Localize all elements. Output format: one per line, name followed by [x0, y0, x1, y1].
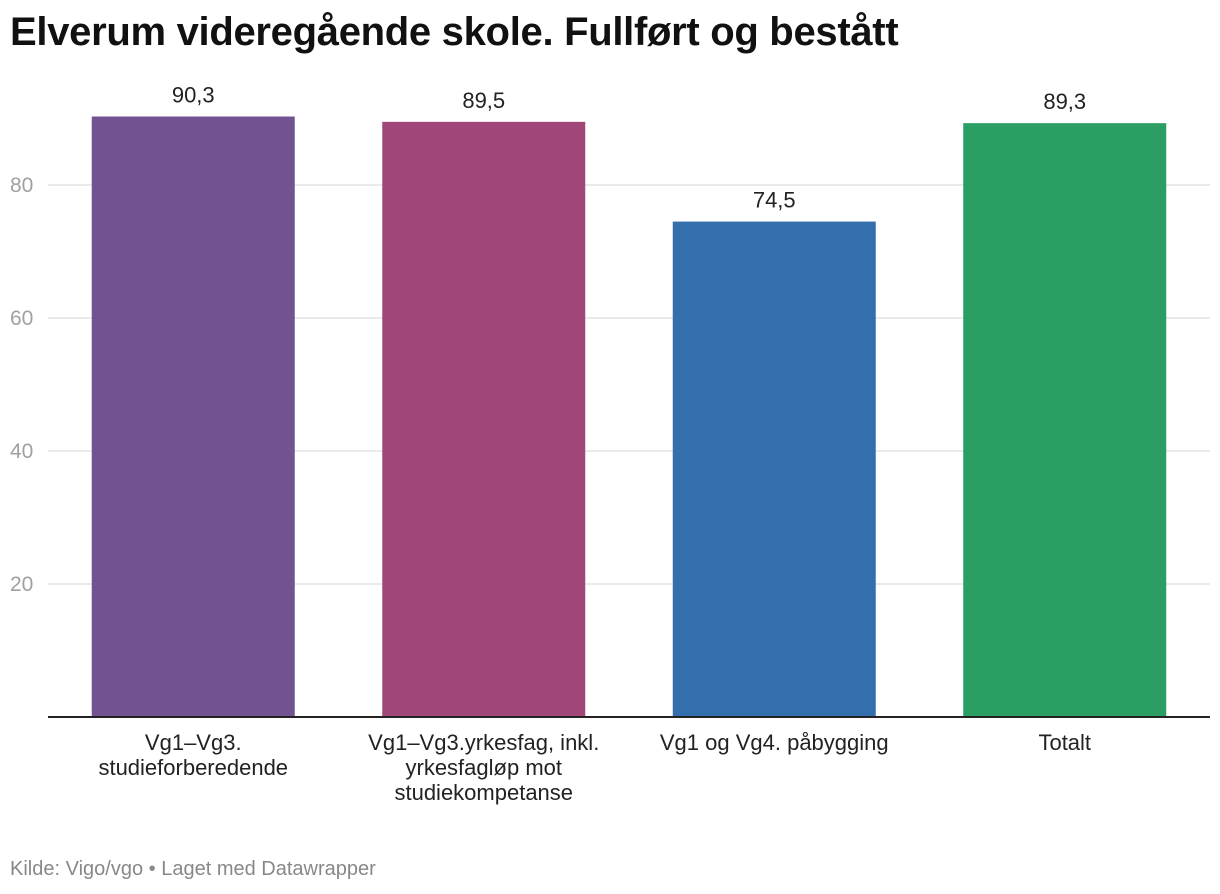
- y-tick-label: 80: [10, 174, 33, 197]
- value-label-1: 90,3: [172, 83, 215, 108]
- source-label: Kilde:: [10, 858, 61, 880]
- bars: [91, 116, 1167, 717]
- footer-credits: Kilde: Vigo/vgo • Laget med Datawrapper: [10, 858, 376, 881]
- bar-1: [91, 116, 295, 717]
- value-label-2: 89,5: [462, 88, 505, 113]
- category-labels: Vg1–Vg3.studieforberedende Vg1–Vg3.yrkesf…: [98, 730, 1091, 805]
- category-label-2: Vg1–Vg3.yrkesfag, inkl.: [368, 730, 599, 755]
- y-tick-label: 60: [10, 307, 33, 330]
- value-label-3: 74,5: [753, 188, 796, 213]
- y-tick-label: 20: [10, 573, 33, 596]
- separator-dot: •: [148, 858, 156, 880]
- source-text: Vigo/vgo: [65, 858, 144, 880]
- category-label-2: yrkesfagløp mot: [406, 755, 563, 780]
- value-labels: 90,3 89,5 74,5 89,3: [172, 83, 1086, 213]
- value-label-4: 89,3: [1043, 89, 1086, 114]
- category-label-3: Vg1 og Vg4. påbygging: [660, 730, 889, 755]
- chart-title: Elverum videregående skole. Fullført og …: [10, 10, 899, 54]
- category-label-1: studieforberedende: [98, 755, 288, 780]
- category-label-4: Totalt: [1038, 730, 1091, 755]
- bar-4: [963, 123, 1167, 717]
- y-tick-label: 40: [10, 440, 33, 463]
- category-label-1: Vg1–Vg3.: [145, 730, 242, 755]
- credit-text: Laget med Datawrapper: [161, 858, 376, 880]
- bar-3: [672, 221, 876, 717]
- bar-2: [382, 121, 586, 717]
- category-label-2: studiekompetanse: [394, 780, 573, 805]
